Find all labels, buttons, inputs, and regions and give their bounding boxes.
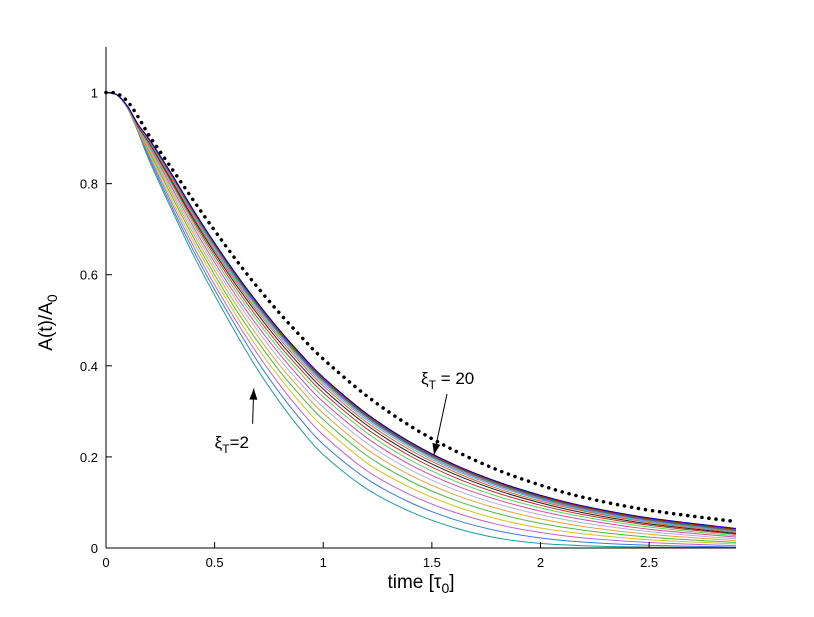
x-tick-label: 1.5 xyxy=(423,555,441,570)
series-line-6 xyxy=(105,92,737,540)
series-line-15 xyxy=(105,92,737,531)
x-axis-label: time [τ0] xyxy=(387,572,454,596)
y-tick-label: 0 xyxy=(91,541,98,556)
series-line-9 xyxy=(105,92,737,535)
annotation-arrow-head xyxy=(249,388,258,400)
reference-dotted-line xyxy=(104,90,738,524)
series-line-8 xyxy=(105,92,737,537)
y-tick-label: 0.6 xyxy=(80,268,98,283)
x-tick-label: 2.5 xyxy=(640,555,658,570)
y-axis-label: A(t)/A0 xyxy=(36,294,60,351)
reference-layer xyxy=(104,90,738,524)
series-line-2 xyxy=(105,92,737,547)
series-line-1 xyxy=(105,92,737,548)
annotation-xi-2: ξT=2 xyxy=(215,433,249,456)
series-line-7 xyxy=(105,92,737,538)
axes xyxy=(105,47,736,549)
ticks: 0 0.5 1 1.5 2 2.5 0 0.2 0.4 0.6 0.8 1 xyxy=(80,86,658,570)
x-tick-label: 2 xyxy=(537,555,544,570)
x-tick-label: 0 xyxy=(102,555,109,570)
series-line-17 xyxy=(105,92,737,530)
series-line-19 xyxy=(105,92,737,529)
y-tick-label: 1 xyxy=(91,86,98,101)
y-tick-label: 0.4 xyxy=(80,359,98,374)
x-tick-label: 1 xyxy=(320,555,327,570)
series-line-14 xyxy=(105,92,737,532)
series-line-10 xyxy=(105,92,737,534)
y-tick-label: 0.2 xyxy=(80,450,98,465)
annotation-arrow-head xyxy=(432,443,441,455)
series-line-3 xyxy=(105,92,737,545)
x-tick-label: 0.5 xyxy=(206,555,224,570)
series-line-18 xyxy=(105,92,737,530)
annotations: ξT=2 ξT = 20 xyxy=(215,369,475,456)
series-line-16 xyxy=(105,92,737,531)
series-line-11 xyxy=(105,92,737,533)
series-line-0 xyxy=(105,92,737,548)
annotation-xi-20: ξT = 20 xyxy=(421,369,474,392)
y-tick-label: 0.8 xyxy=(80,177,98,192)
series-line-5 xyxy=(105,92,737,542)
series-layer xyxy=(105,92,737,548)
